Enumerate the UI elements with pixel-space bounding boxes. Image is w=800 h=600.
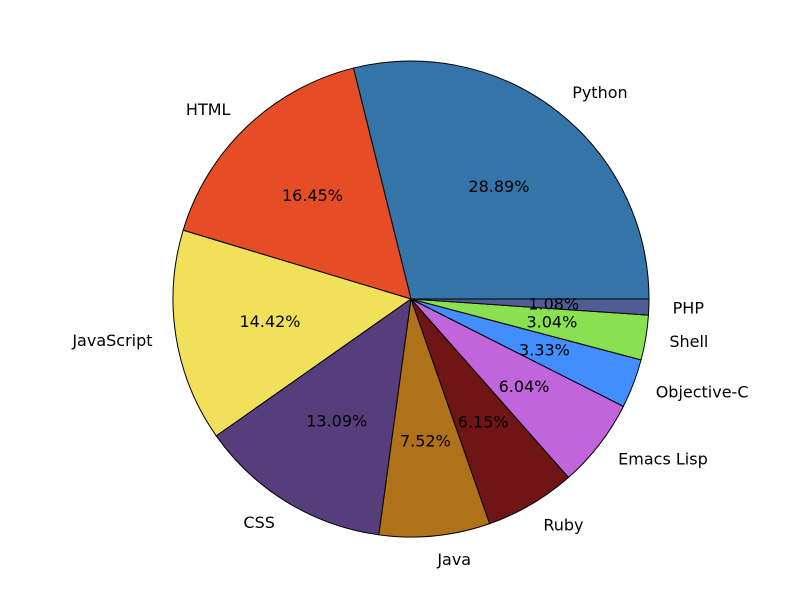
pie-slices	[172, 60, 650, 538]
pct-label-java: 7.52%	[400, 432, 451, 451]
pct-label-javascript: 14.42%	[240, 312, 301, 331]
category-label-ruby: Ruby	[543, 515, 583, 534]
slice-html	[182, 67, 412, 300]
pct-label-shell: 3.04%	[526, 313, 577, 332]
slice-java	[378, 298, 491, 538]
category-label-html: HTML	[186, 100, 231, 119]
slice-python	[352, 60, 650, 300]
pct-label-python: 28.89%	[468, 177, 529, 196]
slice-javascript	[172, 229, 412, 437]
category-label-emacs-lisp: Emacs Lisp	[618, 450, 708, 469]
pct-label-php: 1.08%	[528, 294, 579, 313]
slice-css	[215, 298, 412, 536]
pct-label-css: 13.09%	[306, 411, 367, 430]
pct-label-html: 16.45%	[282, 186, 343, 205]
percentage-labels: 28.89% 16.45% 14.42% 13.09% 7.52% 6.15% 6.04% 3…	[240, 177, 580, 451]
category-label-javascript: JavaScript	[71, 331, 152, 350]
category-label-java: Java	[436, 550, 471, 569]
pct-label-ruby: 6.15%	[458, 413, 509, 432]
category-label-php: PHP	[673, 298, 705, 317]
category-label-shell: Shell	[669, 332, 708, 351]
category-label-python: Python	[572, 83, 627, 102]
category-label-objective-c: Objective-C	[656, 383, 749, 402]
pct-label-objective-c: 3.33%	[519, 340, 570, 359]
category-label-css: CSS	[243, 513, 274, 532]
slice-php	[410, 298, 650, 316]
pct-label-emacs-lisp: 6.04%	[499, 377, 550, 396]
category-labels: Python HTML JavaScript CSS Java Ruby Emacs Lis…	[71, 83, 748, 569]
